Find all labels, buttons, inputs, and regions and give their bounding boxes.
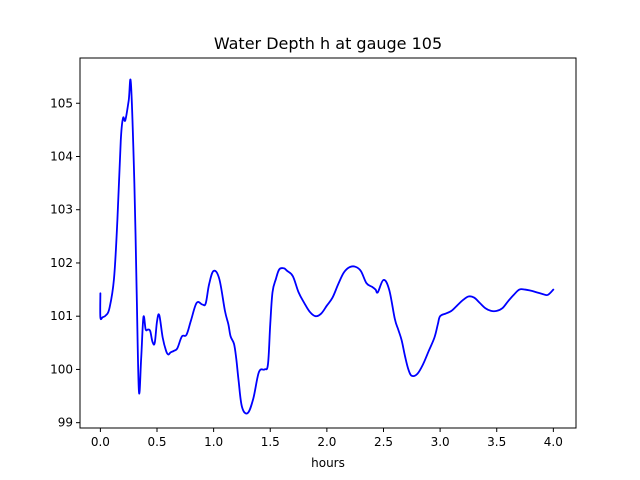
x-tick-label: 3.0	[431, 435, 450, 449]
chart-title: Water Depth h at gauge 105	[214, 34, 442, 53]
x-axis-label: hours	[311, 456, 345, 470]
x-tick-label: 2.0	[317, 435, 336, 449]
y-tick-label: 100	[50, 362, 73, 376]
y-tick-label: 105	[50, 96, 73, 110]
x-tick-label: 0.5	[147, 435, 166, 449]
axis-tick-labels: 0.0 0.5 1.0 1.5 2.0 2.5 3.0 3.5 4.0 99 100 101 102 10…	[50, 96, 563, 449]
y-tick-label: 102	[50, 256, 73, 270]
y-tick-label: 99	[58, 416, 73, 430]
series-line	[99, 78, 555, 415]
x-tick-label: 1.0	[204, 435, 223, 449]
y-tick-label: 104	[50, 149, 73, 163]
y-tick-label: 101	[50, 309, 73, 323]
x-tick-label: 2.5	[374, 435, 393, 449]
x-tick-label: 1.5	[261, 435, 280, 449]
x-tick-label: 3.5	[487, 435, 506, 449]
axes-frame	[79, 57, 577, 429]
x-tick-label: 0.0	[91, 435, 110, 449]
y-tick-label: 103	[50, 203, 73, 217]
axis-ticks	[76, 102, 554, 432]
x-tick-label: 4.0	[544, 435, 563, 449]
